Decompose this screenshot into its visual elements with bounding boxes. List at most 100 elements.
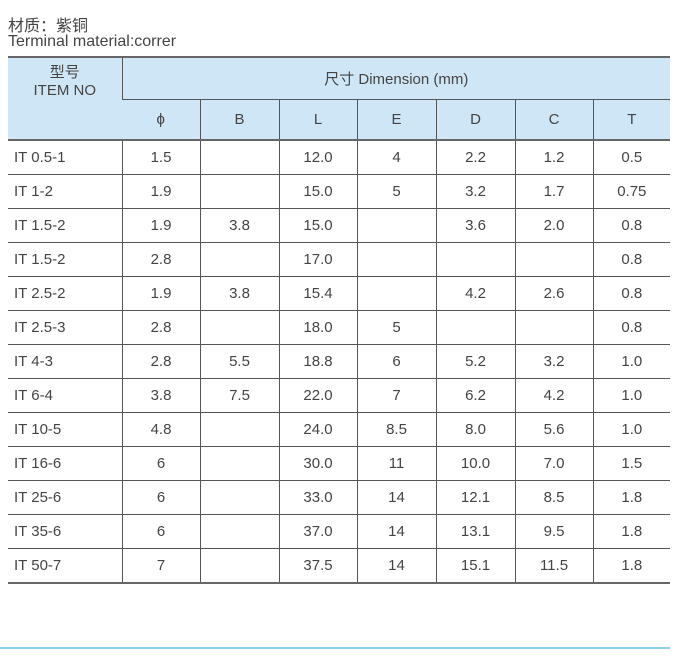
dimension-cell: 1.8 [592, 548, 671, 584]
dimension-cell: 4.8 [121, 412, 200, 447]
dimension-cell: 15.1 [435, 548, 515, 584]
dimension-cell: 15.4 [278, 276, 357, 311]
dimension-cell: 3.8 [199, 276, 279, 311]
dimension-cell: 8.5 [514, 480, 593, 515]
dimension-cell: 33.0 [278, 480, 357, 515]
dimension-cell: 0.8 [592, 242, 671, 277]
dimension-cell: 13.1 [435, 514, 515, 549]
dimension-cell: 12.1 [435, 480, 515, 515]
dimension-cell [356, 276, 436, 311]
material-cn: 材质：紫铜 [8, 18, 89, 35]
table-row: IT 2.5-3 2.8 18.0 5 0.8 [8, 310, 671, 345]
dimension-cell: 1.0 [592, 344, 671, 379]
dimension-cell: 2.6 [514, 276, 593, 311]
dimension-cell: 8.5 [356, 412, 436, 447]
table-row: IT 6-4 3.8 7.5 22.0 7 6.2 4.2 1.0 [8, 378, 671, 413]
item-no-cell: IT 4-3 [8, 344, 122, 379]
column-header: D [435, 99, 515, 140]
dimension-cell: 5 [356, 310, 436, 345]
dimension-cell: 3.8 [199, 208, 279, 243]
dimension-cell: 0.8 [592, 208, 671, 243]
item-no-cell: IT 16-6 [8, 446, 122, 481]
dimension-cell: 14 [356, 514, 436, 549]
dimension-cell: 15.0 [278, 174, 357, 209]
dimension-cell: 37.0 [278, 514, 357, 549]
dimension-cell: 1.0 [592, 378, 671, 413]
dimension-cell: 4.2 [514, 378, 593, 413]
column-header: C [514, 99, 593, 140]
divider-line [0, 647, 670, 649]
item-no-cn: 型号 [49, 64, 80, 81]
dimension-cell [514, 310, 593, 345]
dimension-cell: 2.8 [121, 344, 200, 379]
item-no-cell: IT 1.5-2 [8, 208, 122, 243]
dimension-cell: 0.75 [592, 174, 671, 209]
dimension-cell [199, 310, 279, 345]
table-row: IT 0.5-1 1.5 12.0 4 2.2 1.2 0.5 [8, 139, 671, 175]
column-header: L [278, 99, 357, 140]
dimension-cell: 1.2 [514, 139, 593, 175]
dimension-cell: 4.2 [435, 276, 515, 311]
table-row: IT 25-6 6 33.0 14 12.1 8.5 1.8 [8, 480, 671, 515]
item-no-cell: IT 1-2 [8, 174, 122, 209]
dimension-cell [199, 139, 279, 175]
dimension-cell: 6 [356, 344, 436, 379]
dimension-cell: 30.0 [278, 446, 357, 481]
dimension-cell: 5.2 [435, 344, 515, 379]
dimension-cell [199, 480, 279, 515]
dimension-cell: 6 [121, 480, 200, 515]
table-row: IT 1-2 1.9 15.0 5 3.2 1.7 0.75 [8, 174, 671, 209]
item-no-header: 型号 ITEM NO [8, 56, 122, 140]
dimension-cell: 5 [356, 174, 436, 209]
dimension-cell: 2.8 [121, 242, 200, 277]
dimension-cell: 4 [356, 139, 436, 175]
table-row: IT 4-3 2.8 5.5 18.8 6 5.2 3.2 1.0 [8, 344, 671, 379]
dimension-cell [514, 242, 593, 277]
dimension-cell: 2.2 [435, 139, 515, 175]
dimension-cell: 18.0 [278, 310, 357, 345]
item-no-cell: IT 6-4 [8, 378, 122, 413]
item-no-cell: IT 10-5 [8, 412, 122, 447]
dimension-cell: 6 [121, 514, 200, 549]
dimension-cell: 1.9 [121, 208, 200, 243]
dimension-cell [435, 242, 515, 277]
dimension-cell: 7 [356, 378, 436, 413]
item-no-cell: IT 25-6 [8, 480, 122, 515]
dimension-cell: 15.0 [278, 208, 357, 243]
dimension-cell: 5.6 [514, 412, 593, 447]
dimension-cell [199, 174, 279, 209]
dimension-cell: 11 [356, 446, 436, 481]
dimension-cell: 1.7 [514, 174, 593, 209]
dimension-cell [356, 242, 436, 277]
table-row: IT 10-5 4.8 24.0 8.5 8.0 5.6 1.0 [8, 412, 671, 447]
dimension-cell: 18.8 [278, 344, 357, 379]
item-no-en: ITEM NO [33, 82, 97, 99]
dimension-cell: 37.5 [278, 548, 357, 584]
dimension-cell [199, 548, 279, 584]
table-row: IT 1.5-2 1.9 3.8 15.0 3.6 2.0 0.8 [8, 208, 671, 243]
dimension-cell [435, 310, 515, 345]
item-no-cell: IT 2.5-3 [8, 310, 122, 345]
dimension-cell: 3.8 [121, 378, 200, 413]
dimension-cell: 1.5 [592, 446, 671, 481]
column-header: E [356, 99, 436, 140]
dimension-cell: 7 [121, 548, 200, 584]
dimension-cell [356, 208, 436, 243]
dimension-cell: 8.0 [435, 412, 515, 447]
table-row: IT 50-7 7 37.5 14 15.1 11.5 1.8 [8, 548, 671, 584]
item-no-cell: IT 2.5-2 [8, 276, 122, 311]
dimension-cell: 1.0 [592, 412, 671, 447]
dimension-cell: 1.8 [592, 480, 671, 515]
table-row: IT 1.5-2 2.8 17.0 0.8 [8, 242, 671, 277]
item-no-cell: IT 0.5-1 [8, 139, 122, 175]
dimension-cell: 10.0 [435, 446, 515, 481]
dimension-header: 尺寸 Dimension (mm) [121, 56, 671, 100]
dimension-cell: 12.0 [278, 139, 357, 175]
table-row: IT 16-6 6 30.0 11 10.0 7.0 1.5 [8, 446, 671, 481]
item-no-cell: IT 35-6 [8, 514, 122, 549]
dimension-cell: 3.2 [435, 174, 515, 209]
dimension-cell: 1.9 [121, 276, 200, 311]
dimension-cell: 0.8 [592, 276, 671, 311]
dimension-cell: 3.6 [435, 208, 515, 243]
